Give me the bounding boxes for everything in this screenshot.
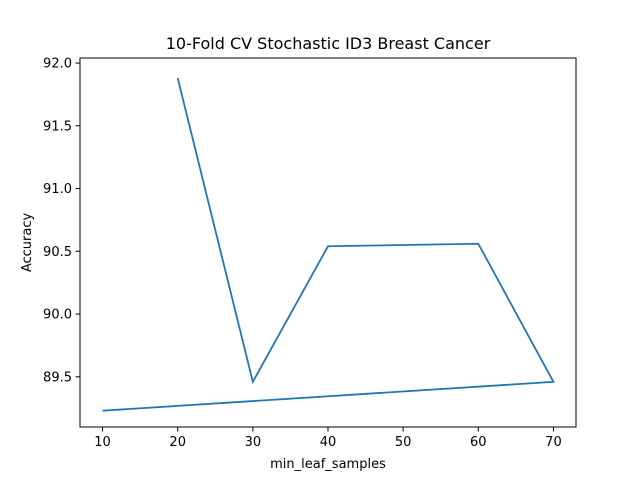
y-tick-label: 92.0 xyxy=(43,57,72,72)
y-tick-label: 90.0 xyxy=(43,308,72,323)
y-tick-label: 91.5 xyxy=(43,119,72,134)
x-tick-label: 40 xyxy=(320,435,337,450)
y-tick-label: 89.5 xyxy=(43,370,72,385)
x-tick-label: 60 xyxy=(470,435,487,450)
plot-frame xyxy=(79,57,577,428)
y-axis-label: Accuracy xyxy=(20,213,35,273)
y-axis-ticks: 89.5 90.0 90.5 91.0 91.5 92.0 xyxy=(43,57,80,385)
series-line-0 xyxy=(102,77,555,412)
x-tick-label: 70 xyxy=(545,435,562,450)
y-tick-label: 90.5 xyxy=(43,245,72,260)
x-axis-ticks: 10 20 30 40 50 60 70 xyxy=(94,427,562,450)
x-tick-label: 20 xyxy=(169,435,186,450)
plot-area xyxy=(80,58,576,427)
chart-title: 10-Fold CV Stochastic ID3 Breast Cancer xyxy=(166,34,491,53)
x-tick-label: 30 xyxy=(245,435,262,450)
y-tick-label: 91.0 xyxy=(43,182,72,197)
x-tick-label: 50 xyxy=(395,435,412,450)
x-tick-label: 10 xyxy=(94,435,111,450)
x-axis-label: min_leaf_samples xyxy=(270,457,386,472)
series-layer xyxy=(102,77,555,412)
